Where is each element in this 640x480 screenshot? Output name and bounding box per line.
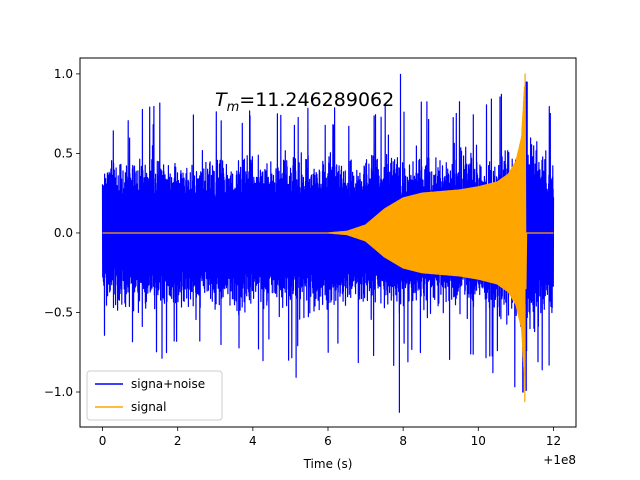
- y-tick-label-0: 0.0: [54, 226, 73, 240]
- annotation-value: =11.246289062: [239, 89, 394, 111]
- axes-layer: 0 2 4 6 8 10 12 −1.0 −0.5 0.0 0.5 1.0: [44, 67, 561, 448]
- y-tick-label--1: −1.0: [44, 385, 73, 399]
- x-tick-label-0: 0: [99, 434, 107, 448]
- legend: signa+noise signal: [86, 370, 223, 421]
- y-tick-label--0.5: −0.5: [44, 305, 73, 319]
- legend-label-signal-noise: signa+noise: [131, 377, 205, 391]
- x-tick-label-10: 10: [471, 434, 486, 448]
- series-signal: [102, 73, 554, 403]
- series-signal-noise: [101, 73, 555, 413]
- x-tick-label-4: 4: [249, 434, 257, 448]
- legend-label-signal: signal: [131, 400, 167, 414]
- x-tick-label-12: 12: [546, 434, 561, 448]
- x-tick-label-8: 8: [399, 434, 407, 448]
- y-tick-label-1: 1.0: [54, 67, 73, 81]
- merger-time-annotation: Tm=11.246289062: [215, 89, 394, 115]
- series-layer: [101, 73, 555, 413]
- x-tick-label-6: 6: [324, 434, 332, 448]
- annotation-symbol: T: [215, 89, 228, 111]
- annotation-subscript: m: [227, 100, 240, 115]
- x-tick-label-2: 2: [174, 434, 182, 448]
- x-offset-label: +1e8: [543, 453, 576, 467]
- y-tick-label-0.5: 0.5: [54, 146, 73, 160]
- x-axis-label: Time (s): [303, 457, 353, 471]
